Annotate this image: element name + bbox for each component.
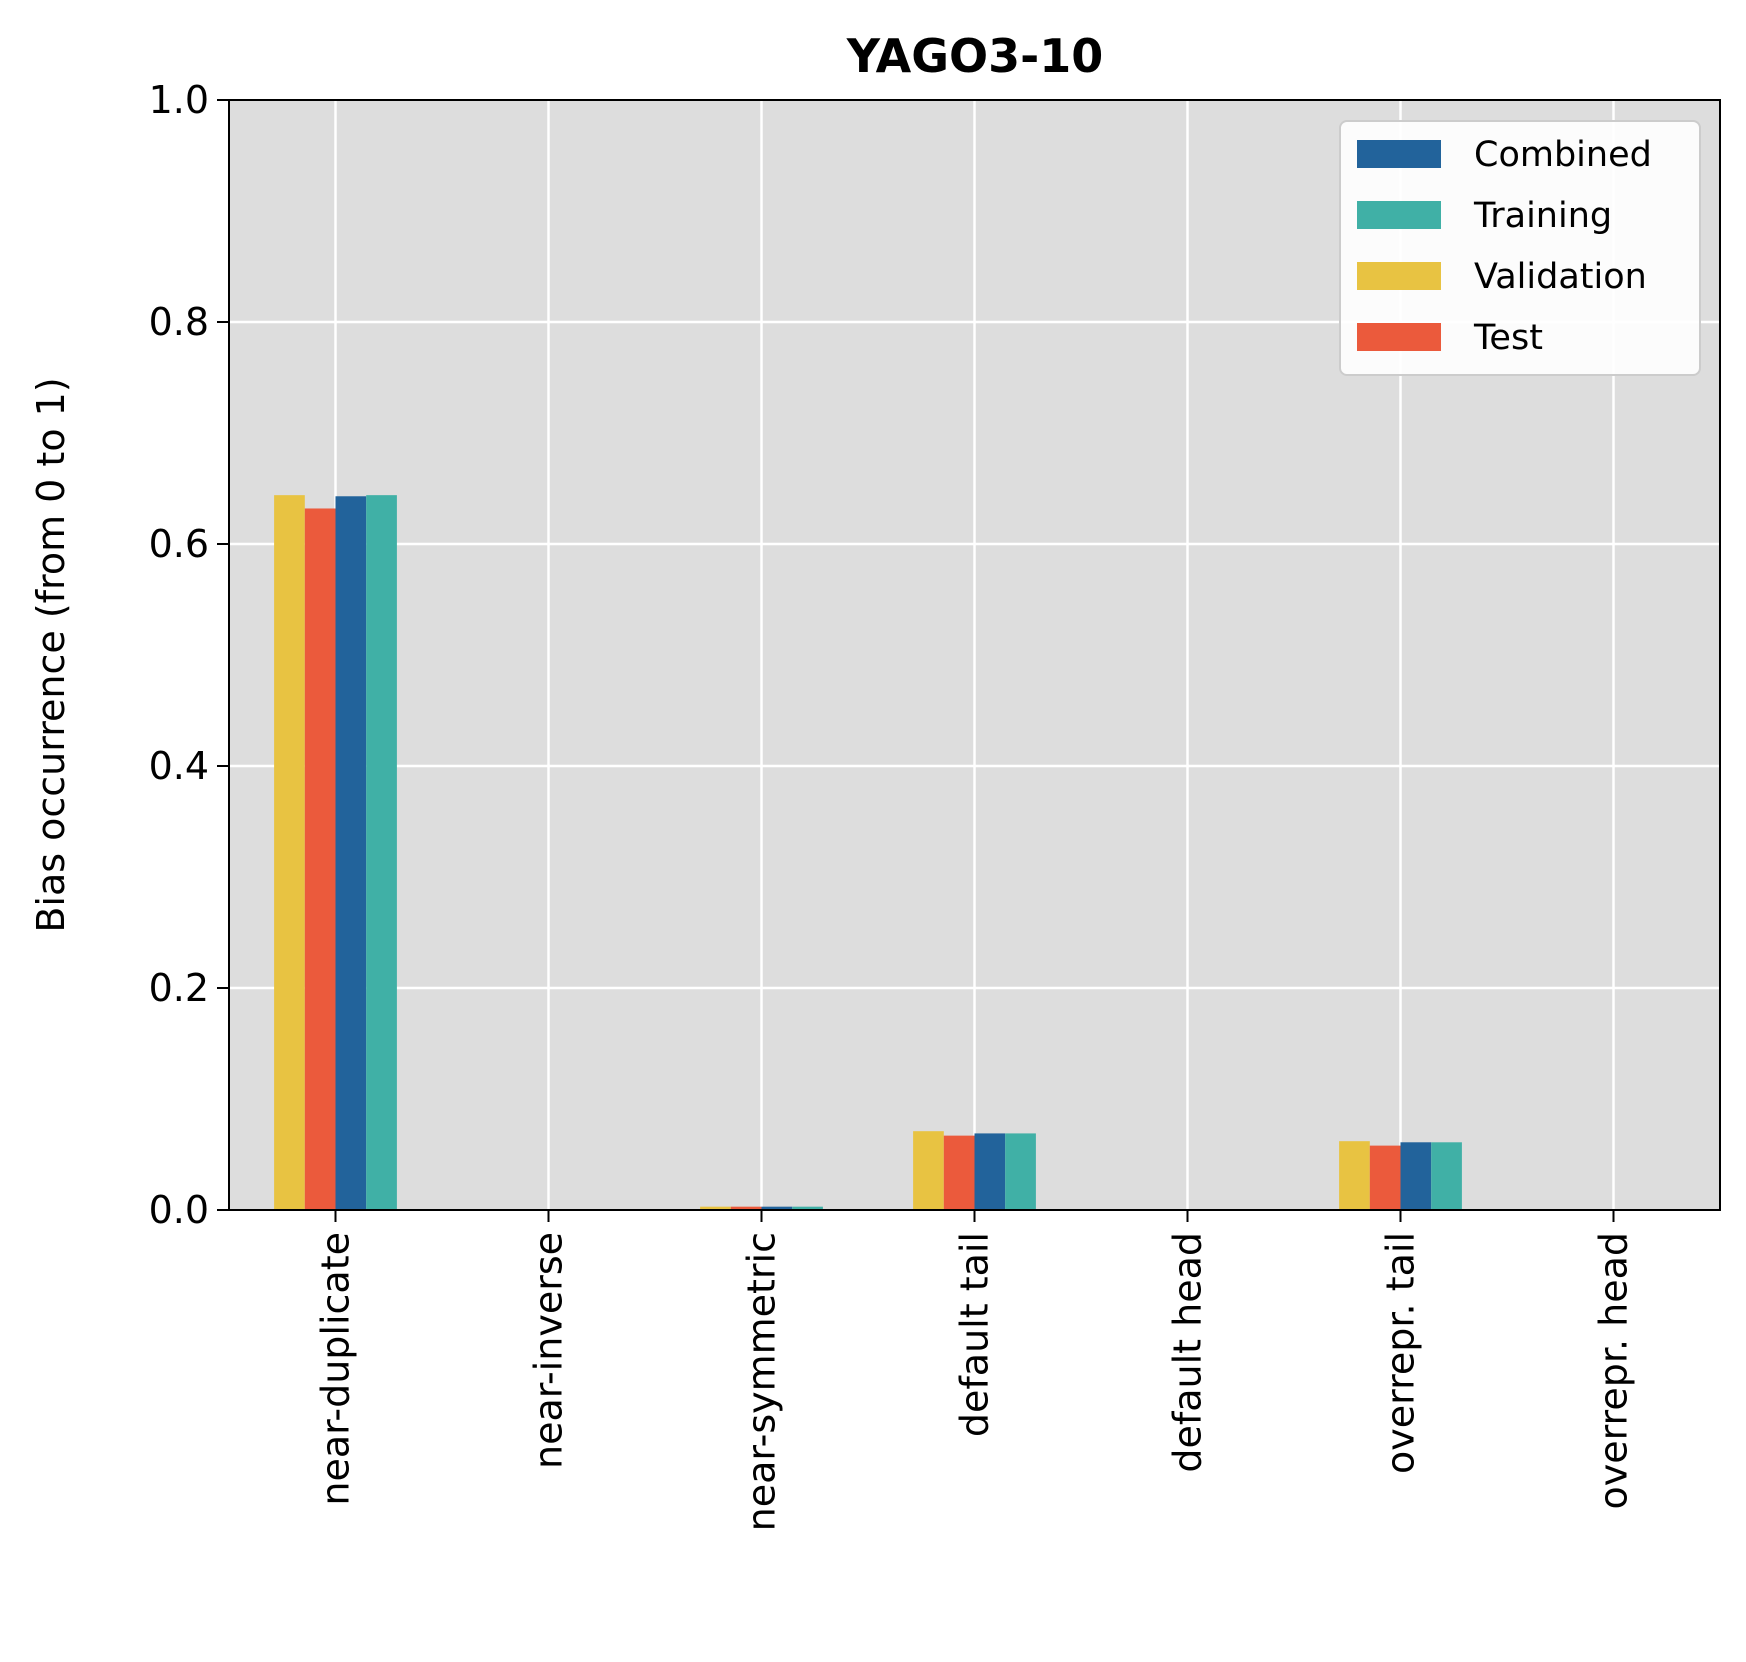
legend: Combined Training Validation Test: [1339, 120, 1701, 376]
legend-swatch: [1357, 323, 1441, 351]
y-tick-label: 0.2: [149, 966, 209, 1010]
grid-lines: [229, 100, 1720, 1210]
legend-label: Combined: [1474, 135, 1652, 175]
x-tick-label: near-symmetric: [740, 1232, 784, 1531]
y-tick-label: 1.0: [149, 78, 209, 122]
bar-validation-overrepr-tail: [1339, 1141, 1370, 1210]
bar-test-near-duplicate: [304, 508, 336, 1211]
bar-combined-default-tail: [974, 1133, 1006, 1210]
chart-title: YAGO3-10: [846, 29, 1103, 83]
y-axis: 0.0 0.2 0.4 0.6 0.8 1.0: [149, 78, 229, 1232]
bar-test-overrepr-tail: [1369, 1145, 1401, 1210]
x-tick-label: near-duplicate: [314, 1232, 358, 1506]
bar-training-default-tail: [1005, 1133, 1036, 1210]
bar-combined-near-duplicate: [335, 496, 367, 1210]
bar-validation-near-symmetric: [700, 1206, 731, 1210]
legend-label: Validation: [1474, 257, 1647, 297]
legend-swatch: [1357, 201, 1441, 229]
legend-label: Test: [1473, 318, 1543, 358]
y-tick-label: 0.4: [149, 744, 209, 788]
y-tick-label: 0.0: [149, 1188, 209, 1232]
bar-training-near-symmetric: [792, 1206, 823, 1210]
y-tick-label: 0.8: [149, 300, 209, 344]
bar-test-near-symmetric: [730, 1206, 762, 1210]
x-tick-label: near-inverse: [527, 1232, 571, 1469]
x-axis: near-duplicate near-inverse near-symmetric…: [314, 1210, 1636, 1531]
legend-swatch: [1357, 140, 1441, 168]
x-tick-label: overrepr. tail: [1379, 1232, 1423, 1474]
y-axis-label: Bias occurrence (from 0 to 1): [29, 377, 73, 932]
legend-box: [1339, 120, 1701, 376]
x-tick-label: overrepr. head: [1592, 1232, 1636, 1510]
bar-validation-default-tail: [913, 1131, 944, 1210]
legend-swatch: [1357, 262, 1441, 290]
bar-validation-near-duplicate: [274, 495, 305, 1210]
bar-training-near-duplicate: [366, 495, 397, 1210]
bar-combined-overrepr-tail: [1400, 1142, 1432, 1210]
x-tick-label: default head: [1166, 1232, 1210, 1473]
legend-label: Training: [1473, 196, 1612, 236]
x-tick-label: default tail: [953, 1232, 997, 1437]
y-tick-label: 0.6: [149, 522, 209, 566]
bar-training-overrepr-tail: [1431, 1142, 1462, 1210]
bar-combined-near-symmetric: [761, 1206, 793, 1210]
bars-layer: [274, 495, 1462, 1211]
bar-test-default-tail: [943, 1135, 975, 1210]
